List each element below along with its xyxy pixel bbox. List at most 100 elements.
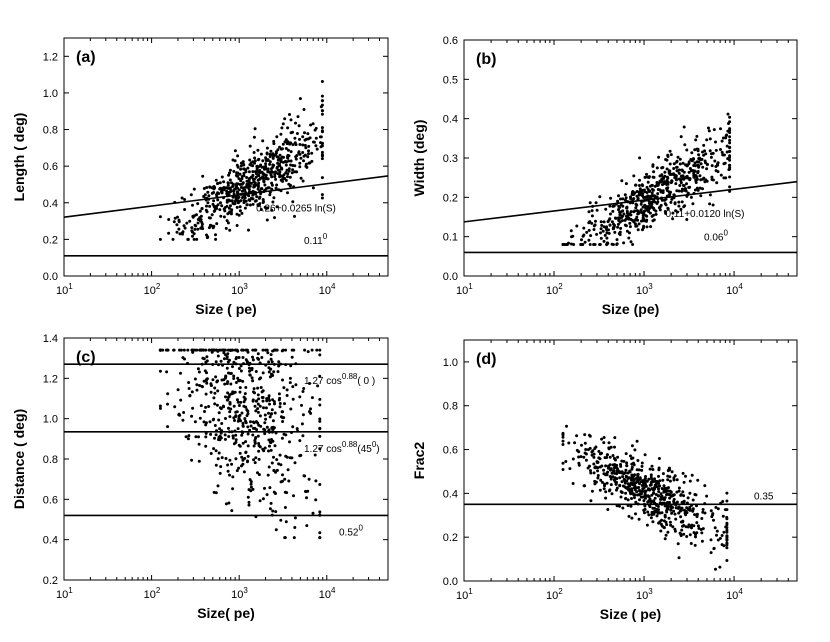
scatter-point	[649, 483, 653, 486]
scatter-point	[650, 200, 653, 204]
scatter-point	[236, 174, 240, 178]
scatter-point	[600, 464, 604, 468]
scatter-point	[718, 565, 722, 569]
scatter-point	[310, 151, 314, 155]
scatter-point	[293, 214, 296, 218]
scatter-point	[632, 220, 636, 224]
scatter-point	[205, 233, 208, 237]
scatter-point	[288, 440, 291, 444]
scatter-point	[265, 493, 269, 497]
scatter-point	[214, 375, 218, 379]
scatter-point	[652, 194, 656, 198]
scatter-point	[691, 509, 695, 513]
scatter-point	[226, 463, 230, 467]
scatter-point	[257, 457, 261, 461]
scatter-point	[609, 212, 612, 216]
scatter-point	[281, 410, 285, 414]
scatter-point	[234, 433, 238, 437]
scatter-point	[230, 509, 234, 513]
scatter-point	[291, 385, 295, 389]
scatter-point	[318, 483, 322, 486]
scatter-point	[567, 441, 571, 445]
scatter-point	[699, 194, 703, 198]
scatter-point	[314, 144, 318, 148]
scatter-point	[610, 220, 614, 224]
scatter-point	[266, 351, 270, 355]
scatter-point	[320, 154, 324, 158]
scatter-point	[218, 181, 222, 185]
scatter-point	[719, 148, 722, 151]
scatter-point	[261, 198, 265, 201]
scatter-point	[645, 218, 649, 222]
scatter-point	[254, 172, 258, 175]
scatter-point	[298, 395, 302, 399]
scatter-point	[728, 146, 732, 150]
scatter-point	[218, 427, 222, 431]
scatter-point	[642, 212, 646, 216]
scatter-point	[211, 378, 215, 382]
scatter-point	[265, 218, 269, 222]
scatter-point	[703, 484, 707, 488]
scatter-point	[668, 496, 672, 500]
scatter-point	[561, 433, 565, 437]
scatter-point	[233, 419, 236, 422]
scatter-point	[697, 526, 701, 530]
scatter-point	[677, 189, 681, 193]
scatter-point	[673, 201, 677, 205]
scatter-point	[264, 166, 267, 170]
scatter-point	[691, 169, 695, 173]
scatter-point	[608, 223, 612, 227]
scatter-point	[258, 445, 262, 449]
scatter-point	[230, 199, 234, 203]
scatter-point	[238, 379, 242, 382]
scatter-point	[316, 384, 320, 388]
scatter-point	[244, 451, 248, 455]
scatter-point	[232, 360, 236, 364]
scatter-point	[657, 457, 661, 460]
scatter-point	[643, 453, 647, 457]
scatter-point	[577, 455, 581, 459]
scatter-point	[696, 478, 700, 482]
scatter-point	[667, 516, 671, 520]
scatter-point	[703, 149, 707, 153]
scatter-point	[686, 163, 690, 167]
scatter-point	[253, 441, 257, 445]
scatter-point	[294, 383, 298, 387]
scatter-point	[592, 471, 596, 475]
scatter-point	[167, 218, 171, 221]
scatter-point	[195, 348, 199, 352]
scatter-point	[728, 138, 732, 142]
scatter-point	[283, 490, 287, 494]
scatter-point	[289, 364, 293, 368]
scatter-point	[580, 443, 583, 447]
scatter-point	[636, 474, 640, 478]
scatter-point	[205, 355, 209, 359]
scatter-point	[230, 392, 234, 396]
scatter-point	[241, 421, 245, 425]
scatter-point	[682, 508, 686, 512]
scatter-point	[656, 511, 660, 515]
scatter-point	[289, 118, 293, 122]
scatter-point	[288, 456, 292, 460]
scatter-point	[246, 425, 250, 429]
scatter-point	[234, 438, 238, 442]
scatter-point	[193, 377, 197, 381]
scatter-point	[261, 139, 265, 143]
scatter-point	[688, 167, 692, 170]
scatter-point	[223, 376, 227, 380]
scatter-point	[651, 468, 655, 471]
scatter-point	[216, 389, 220, 393]
scatter-point	[565, 424, 568, 428]
scatter-point	[194, 435, 198, 439]
scatter-point	[216, 198, 220, 202]
scatter-point	[682, 524, 686, 527]
scatter-point	[647, 495, 651, 499]
scatter-point	[284, 138, 288, 142]
scatter-point	[183, 226, 187, 230]
scatter-point	[182, 348, 186, 352]
scatter-point	[226, 391, 230, 395]
scatter-point	[615, 238, 619, 242]
scatter-point	[682, 480, 686, 484]
scatter-point	[264, 406, 268, 410]
scatter-point	[647, 513, 651, 517]
